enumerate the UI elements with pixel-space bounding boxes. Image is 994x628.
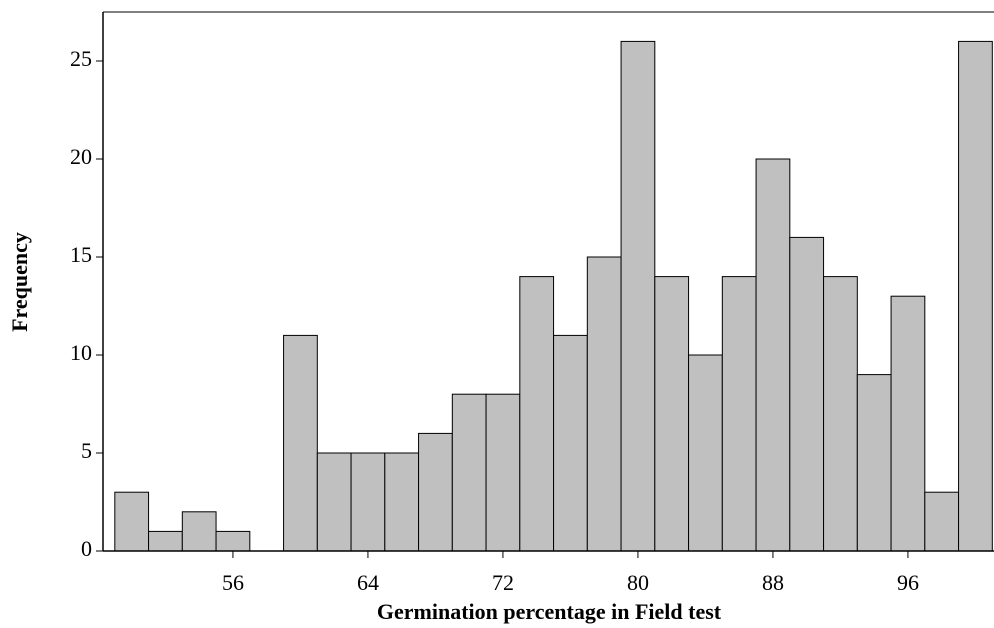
bar xyxy=(283,334,318,552)
bar xyxy=(856,374,892,552)
bar xyxy=(181,511,217,552)
bar xyxy=(620,40,656,552)
x-axis-title: Germination percentage in Field test xyxy=(377,599,722,624)
bar xyxy=(654,276,690,552)
bar xyxy=(215,530,251,552)
y-tick-label: 25 xyxy=(70,46,92,71)
y-tick-label: 0 xyxy=(81,536,92,561)
bar xyxy=(350,452,386,552)
y-axis-title: Frequency xyxy=(7,232,32,332)
bar xyxy=(114,491,150,552)
bar xyxy=(823,276,858,552)
y-tick-label: 20 xyxy=(70,144,92,169)
y-tick-label: 10 xyxy=(70,340,92,365)
y-tick-label: 15 xyxy=(70,242,92,267)
bar xyxy=(451,393,487,552)
x-tick-label: 72 xyxy=(492,570,514,595)
bar xyxy=(586,256,622,552)
bar xyxy=(485,393,521,552)
bar xyxy=(890,295,926,552)
bar xyxy=(148,530,183,552)
x-tick-label: 64 xyxy=(357,570,379,595)
bar xyxy=(316,452,352,552)
x-tick-label: 80 xyxy=(627,570,649,595)
bar xyxy=(384,452,420,552)
bar xyxy=(519,276,555,552)
x-tick-label: 96 xyxy=(897,570,919,595)
x-tick-label: 56 xyxy=(222,570,244,595)
bar xyxy=(789,236,825,552)
bar xyxy=(755,158,791,552)
bar xyxy=(721,276,757,552)
bar xyxy=(924,491,960,552)
bar xyxy=(688,354,723,552)
bar xyxy=(553,334,588,552)
bar xyxy=(418,432,453,552)
y-tick-label: 5 xyxy=(81,438,92,463)
x-tick-label: 88 xyxy=(762,570,784,595)
bar xyxy=(958,40,993,552)
